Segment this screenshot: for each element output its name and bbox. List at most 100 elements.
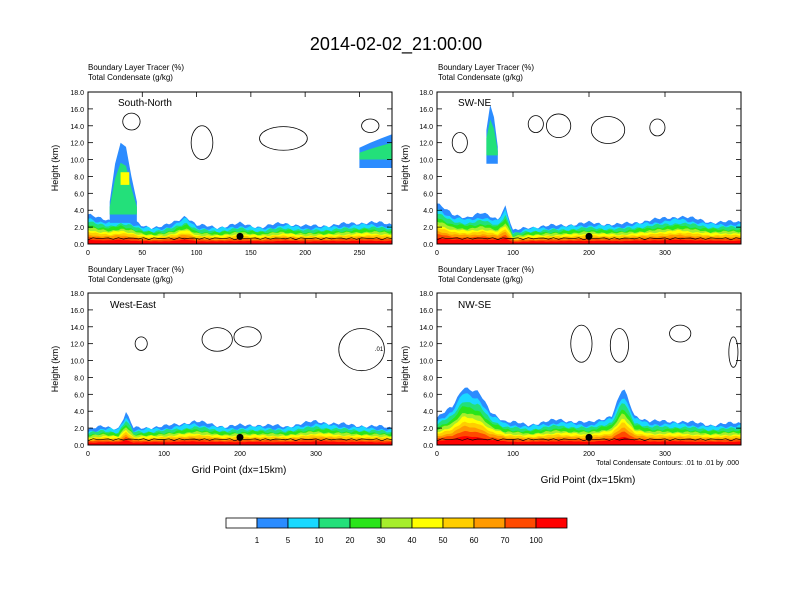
panel-1-xtick-label-0: 0 bbox=[435, 250, 439, 257]
panel-2-ytick-label-4: 8.0 bbox=[74, 375, 84, 382]
colorbar-swatch-5 bbox=[380, 517, 413, 529]
panel-0-xtick-label-4: 200 bbox=[299, 250, 311, 257]
panel-2-ytick-label-0: 0.0 bbox=[74, 443, 84, 450]
panel-0-ytick-label-1: 2.0 bbox=[74, 225, 84, 232]
panel-3-ylabel: Height (km) bbox=[400, 346, 410, 393]
panel-3-xtick-label-3: 300 bbox=[659, 451, 671, 458]
panel-3-xtick-label-0: 0 bbox=[435, 451, 439, 458]
panel-west-east: Boundary Layer Tracer (%) Total Condensa… bbox=[50, 265, 393, 476]
panel-1-contour-0 bbox=[527, 115, 544, 133]
panel-2-xtick-label-0: 0 bbox=[86, 451, 90, 458]
panel-1-marker bbox=[585, 232, 593, 240]
panel-3-ytick-label-2: 4.0 bbox=[423, 409, 433, 416]
colorbar-label-4: 30 bbox=[377, 536, 386, 545]
panel-2-subtitle-1: Boundary Layer Tracer (%) bbox=[88, 265, 184, 274]
panel-0-ytick-label-0: 0.0 bbox=[74, 242, 84, 249]
panel-3-title: NW-SE bbox=[458, 300, 491, 311]
panel-2-marker bbox=[236, 433, 244, 441]
panel-0-subtitle-1: Boundary Layer Tracer (%) bbox=[88, 63, 184, 72]
colorbar-swatch-3 bbox=[318, 517, 351, 529]
panel-2-ylabel: Height (km) bbox=[50, 346, 60, 393]
panel-0-contour-3 bbox=[190, 125, 214, 160]
panel-0-xtick-label-1: 50 bbox=[138, 250, 146, 257]
panel-0-xtick-label-3: 150 bbox=[245, 250, 257, 257]
panel-1-xtick-label-2: 200 bbox=[583, 250, 595, 257]
panel-0-frame bbox=[87, 91, 393, 245]
figure-title: 2014-02-02_21:00:00 bbox=[310, 34, 482, 55]
panel-0-title: South-North bbox=[118, 98, 172, 109]
colorbar: 1 5 10 20 30 40 50 60 70 100 bbox=[225, 517, 568, 545]
panel-3-ytick-label-4: 8.0 bbox=[423, 375, 433, 382]
panel-0-xtick-label-0: 0 bbox=[86, 250, 90, 257]
panel-1-ytick-label-3: 6.0 bbox=[423, 191, 433, 198]
colorbar-swatch-2 bbox=[287, 517, 320, 529]
panel-2-ytick-label-8: 16.0 bbox=[70, 308, 84, 315]
panel-0-contour-2 bbox=[361, 118, 380, 133]
panel-2-ytick-label-1: 2.0 bbox=[74, 426, 84, 433]
colorbar-swatch-4 bbox=[349, 517, 382, 529]
panel-0-ytick-label-6: 12.0 bbox=[70, 141, 84, 148]
panel-2-xtick-label-2: 200 bbox=[234, 451, 246, 458]
panel-0-plume-0-inner bbox=[109, 162, 137, 215]
panel-1-contour-2 bbox=[590, 116, 626, 144]
panel-1-title: SW-NE bbox=[458, 98, 491, 109]
panel-3-marker bbox=[585, 433, 593, 441]
colorbar-swatch-10 bbox=[535, 517, 568, 529]
panel-south-north: Boundary Layer Tracer (%) Total Condensa… bbox=[50, 63, 393, 257]
panel-3-contour-3 bbox=[728, 336, 739, 368]
panel-1-contour-1 bbox=[546, 113, 572, 139]
colorbar-label-2: 10 bbox=[315, 536, 324, 545]
panel-1-ylabel: Height (km) bbox=[400, 145, 410, 192]
colorbar-label-1: 5 bbox=[286, 536, 291, 545]
panel-2-contour-3 bbox=[134, 336, 148, 351]
panel-0-ytick-label-3: 6.0 bbox=[74, 191, 84, 198]
contour-footnote: Total Condensate Contours: .01 to .01 by… bbox=[596, 460, 739, 467]
panel-nw-se: Boundary Layer Tracer (%) Total Condensa… bbox=[400, 265, 742, 486]
panel-3-xtick-label-1: 100 bbox=[507, 451, 519, 458]
panel-1-ytick-label-6: 12.0 bbox=[419, 141, 433, 148]
panel-2-contour-1 bbox=[233, 326, 262, 348]
panel-3-ytick-label-7: 14.0 bbox=[419, 325, 433, 332]
panel-0-xtick-label-2: 100 bbox=[191, 250, 203, 257]
colorbar-swatch-0 bbox=[225, 517, 258, 529]
panel-2-ytick-label-9: 18.0 bbox=[70, 291, 84, 298]
panel-2-contour-0 bbox=[201, 327, 233, 352]
panel-3-ytick-label-1: 2.0 bbox=[423, 426, 433, 433]
panel-0-field bbox=[88, 112, 392, 244]
panel-1-ytick-label-8: 16.0 bbox=[419, 107, 433, 114]
panel-0-xtick-label-5: 250 bbox=[354, 250, 366, 257]
panel-3-field bbox=[437, 324, 741, 445]
colorbar-label-5: 40 bbox=[408, 536, 417, 545]
panel-0-contour-1 bbox=[122, 112, 141, 131]
panel-3-contour-2 bbox=[669, 324, 692, 343]
panel-2-xtick-label-3: 300 bbox=[310, 451, 322, 458]
panel-0-ytick-label-9: 18.0 bbox=[70, 90, 84, 97]
panel-3-xlabel: Grid Point (dx=15km) bbox=[541, 475, 636, 486]
colorbar-label-7: 60 bbox=[470, 536, 479, 545]
panel-3-contour-0 bbox=[570, 324, 593, 363]
panel-3-ytick-label-9: 18.0 bbox=[419, 291, 433, 298]
panel-1-ytick-label-2: 4.0 bbox=[423, 208, 433, 215]
colorbar-swatch-1 bbox=[256, 517, 289, 529]
panel-1-ytick-label-9: 18.0 bbox=[419, 90, 433, 97]
panel-0-ytick-label-4: 8.0 bbox=[74, 174, 84, 181]
panel-2-title: West-East bbox=[110, 300, 156, 311]
colorbar-swatch-9 bbox=[504, 517, 537, 529]
panel-1-xtick-label-1: 100 bbox=[507, 250, 519, 257]
panel-2-xtick-label-1: 100 bbox=[158, 451, 170, 458]
panel-2-ytick-label-5: 10.0 bbox=[70, 359, 84, 366]
colorbar-swatch-8 bbox=[473, 517, 506, 529]
panel-1-subtitle-2: Total Condensate (g/kg) bbox=[438, 73, 523, 82]
panel-2-frame bbox=[87, 292, 393, 446]
panel-1-ytick-label-1: 2.0 bbox=[423, 225, 433, 232]
colorbar-label-0: 1 bbox=[255, 536, 260, 545]
panel-2-contour-label: .01 bbox=[375, 347, 384, 353]
panel-0-ytick-label-5: 10.0 bbox=[70, 158, 84, 165]
colorbar-label-8: 70 bbox=[501, 536, 510, 545]
panel-3-xtick-label-2: 200 bbox=[583, 451, 595, 458]
panel-2-ytick-label-2: 4.0 bbox=[74, 409, 84, 416]
panel-3-ytick-label-3: 6.0 bbox=[423, 392, 433, 399]
panel-sw-ne: Boundary Layer Tracer (%) Total Condensa… bbox=[400, 63, 742, 257]
panel-0-tracer-band-9 bbox=[88, 239, 392, 244]
panel-3-subtitle-2: Total Condensate (g/kg) bbox=[438, 275, 523, 284]
